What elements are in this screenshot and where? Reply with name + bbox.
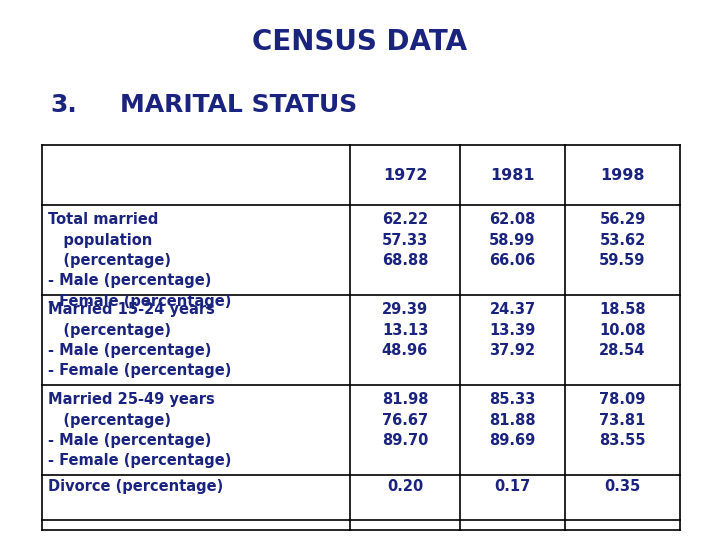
Text: Married 25-49 years
   (percentage)
- Male (percentage)
- Female (percentage): Married 25-49 years (percentage) - Male … (48, 392, 231, 468)
Text: 0.20: 0.20 (387, 478, 423, 494)
Text: 18.58
10.08
28.54: 18.58 10.08 28.54 (599, 302, 646, 358)
Text: 29.39
13.13
48.96: 29.39 13.13 48.96 (382, 302, 428, 358)
Text: 62.08
58.99
66.06: 62.08 58.99 66.06 (490, 212, 536, 268)
Text: 1981: 1981 (490, 167, 535, 183)
Text: 1972: 1972 (383, 167, 427, 183)
Text: Married 15-24 years
   (percentage)
- Male (percentage)
- Female (percentage): Married 15-24 years (percentage) - Male … (48, 302, 231, 379)
Text: 62.22
57.33
68.88: 62.22 57.33 68.88 (382, 212, 428, 268)
Text: 24.37
13.39
37.92: 24.37 13.39 37.92 (490, 302, 536, 358)
Text: 0.17: 0.17 (495, 478, 531, 494)
Text: MARITAL STATUS: MARITAL STATUS (120, 93, 357, 117)
Text: Divorce (percentage): Divorce (percentage) (48, 478, 223, 494)
Text: 1998: 1998 (600, 167, 644, 183)
Text: 3.: 3. (50, 93, 77, 117)
Text: 85.33
81.88
89.69: 85.33 81.88 89.69 (489, 392, 536, 448)
Text: Total married
   population
   (percentage)
- Male (percentage)
- Female (percen: Total married population (percentage) - … (48, 212, 231, 309)
Text: 0.35: 0.35 (604, 478, 641, 494)
Text: 78.09
73.81
83.55: 78.09 73.81 83.55 (599, 392, 646, 448)
Text: 81.98
76.67
89.70: 81.98 76.67 89.70 (382, 392, 428, 448)
Text: 56.29
53.62
59.59: 56.29 53.62 59.59 (599, 212, 646, 268)
Text: CENSUS DATA: CENSUS DATA (253, 28, 467, 56)
